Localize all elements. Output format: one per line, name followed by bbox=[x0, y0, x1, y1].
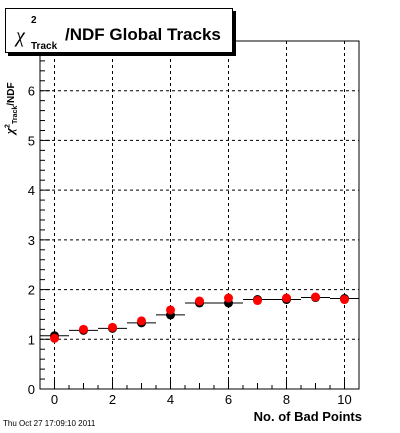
y-tick-label: 4 bbox=[28, 183, 35, 198]
y-tick-label: 6 bbox=[28, 84, 35, 99]
data-series bbox=[40, 292, 359, 343]
x-tick-label: 4 bbox=[167, 392, 174, 407]
y-tick-label: 2 bbox=[28, 283, 35, 298]
red-data-point bbox=[311, 292, 320, 302]
axis-ticks: 024681001234567 bbox=[28, 34, 360, 407]
red-data-point bbox=[108, 322, 117, 332]
x-tick-label: 10 bbox=[337, 392, 351, 407]
red-data-point bbox=[137, 316, 146, 326]
y-tick-label: 5 bbox=[28, 133, 35, 148]
y-axis-label: χ2Track/NDF bbox=[2, 82, 19, 134]
red-data-point bbox=[166, 305, 175, 315]
x-tick-label: 0 bbox=[51, 392, 58, 407]
timestamp-footer: Thu Oct 27 17:09:10 2011 bbox=[3, 419, 96, 428]
grid-lines bbox=[40, 40, 359, 390]
x-axis-label: No. of Bad Points bbox=[254, 409, 362, 424]
x-tick-label: 8 bbox=[283, 392, 290, 407]
y-tick-label: 1 bbox=[28, 332, 35, 347]
title-superscript: 2 bbox=[31, 15, 37, 26]
y-tick-label: 3 bbox=[28, 233, 35, 248]
red-data-point bbox=[79, 324, 88, 334]
red-data-point bbox=[195, 296, 204, 306]
y-tick-label: 0 bbox=[28, 382, 35, 397]
red-data-point bbox=[253, 296, 262, 306]
red-data-point bbox=[224, 293, 233, 303]
plot-frame bbox=[39, 40, 360, 390]
red-data-point bbox=[50, 333, 59, 343]
red-data-point bbox=[340, 295, 349, 305]
title-chi-symbol: χ bbox=[16, 25, 25, 47]
x-tick-label: 6 bbox=[225, 392, 232, 407]
title-subscript: Track bbox=[31, 41, 58, 52]
x-tick-label: 2 bbox=[109, 392, 116, 407]
chart-title-box: χ 2 Track /NDF Global Tracks bbox=[5, 8, 233, 53]
chart-title: /NDF Global Tracks bbox=[65, 25, 221, 44]
red-data-point bbox=[282, 293, 291, 303]
